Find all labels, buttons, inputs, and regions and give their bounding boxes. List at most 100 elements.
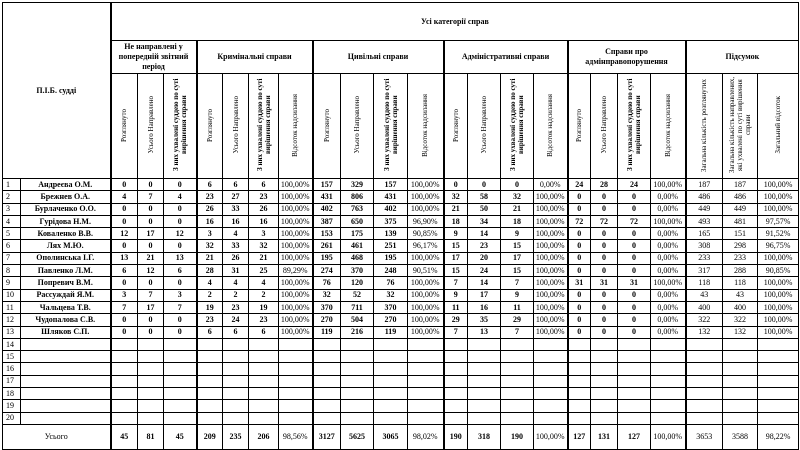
cell-sum-sent: 449: [722, 202, 759, 216]
cell-percent: 100,00%: [533, 288, 569, 302]
table-row: 8 Павленко Л.М. 6 12 6 28 31 25 89,29% 274 370 248 9…: [2, 264, 800, 278]
cell-of-them: 23: [248, 190, 280, 204]
cell-of-them: 16: [248, 214, 280, 229]
cell-total-sent: [340, 399, 375, 413]
cell-sum-sent: [722, 399, 759, 413]
cell-sum-percent: 90,85%: [757, 264, 800, 278]
cell-considered: [195, 350, 224, 364]
cell-considered: 0: [566, 325, 592, 339]
cell-total-sent: [222, 387, 250, 401]
cell-of-them: 25: [248, 264, 280, 278]
judge-name: Чальцева Т.В.: [19, 300, 112, 315]
cell-total-sent: 14: [467, 227, 502, 241]
judge-name: [19, 362, 112, 376]
cell-percent: 100,00%: [278, 227, 314, 241]
cell-of-them: 139: [373, 227, 409, 241]
cell-considered: 261: [311, 239, 342, 253]
cell-total-sent: 13: [467, 325, 502, 339]
cell-considered: 9: [442, 288, 469, 302]
cell-total-sent: 0: [590, 288, 619, 302]
cell-total-sent: 14: [467, 276, 502, 290]
cell-percent: [650, 387, 687, 401]
judge-name: Андреєва О.М.: [19, 177, 112, 192]
cell-of-them: 18: [500, 214, 535, 229]
cell-total-sent: 0: [590, 202, 619, 216]
judge-name: Попревич В.М.: [19, 276, 112, 290]
cell-sum-considered: 165: [684, 227, 724, 241]
cell-percent: 100,00%: [533, 313, 569, 327]
cell-total-sent: [467, 362, 502, 376]
cell-of-them: 0: [163, 202, 198, 216]
cell-total-sent: 216: [340, 325, 375, 339]
cell-percent: [407, 337, 445, 352]
total-considered: 127: [566, 423, 592, 450]
cell-percent: [650, 350, 687, 364]
cell-total-sent: 0: [590, 264, 619, 278]
cell-of-them: [373, 387, 409, 401]
cell-total-sent: [222, 362, 250, 376]
cell-considered: [442, 362, 469, 376]
cell-sum-percent: 100,00%: [757, 190, 800, 204]
cell-total-sent: [590, 399, 619, 413]
cell-percent: [278, 337, 314, 352]
column-header-sum-percent: Загальний відсоток: [757, 73, 800, 179]
cell-of-them: 32: [373, 288, 409, 302]
cell-of-them: [163, 337, 198, 352]
cell-percent: 0,00%: [533, 177, 569, 192]
table-row: 4 Гурідова Н.М. 0 0 0 16 16 16 100,00% 387 650 375 9…: [2, 214, 800, 229]
cell-of-them: 4: [163, 190, 198, 204]
column-header-label: Усього Направлено: [480, 96, 489, 154]
cell-considered: 7: [442, 325, 469, 339]
cell-of-them: 431: [373, 190, 409, 204]
column-header-label: Розглянуто: [120, 108, 129, 142]
cell-total-sent: 0: [137, 239, 165, 253]
cell-total-sent: [137, 399, 165, 413]
cell-considered: 18: [442, 214, 469, 229]
cell-considered: 7: [109, 300, 139, 315]
column-header-total-sent: Усього Направлено: [340, 73, 375, 179]
cell-percent: 0,00%: [650, 264, 687, 278]
cell-of-them: 0: [617, 239, 652, 253]
cell-percent: 100,00%: [533, 325, 569, 339]
cell-percent: 89,29%: [278, 264, 314, 278]
cell-percent: [533, 337, 569, 352]
cell-percent: [650, 411, 687, 425]
cell-considered: [442, 387, 469, 401]
cell-sum-sent: [722, 374, 759, 389]
cell-sum-considered: 233: [684, 251, 724, 266]
cell-sum-sent: 132: [722, 325, 759, 339]
cell-sum-considered: 187: [684, 177, 724, 192]
cell-considered: 274: [311, 264, 342, 278]
cell-percent: [533, 411, 569, 425]
cell-percent: 100,00%: [278, 239, 314, 253]
column-header-label: З них ухвалені суддею по суті вирішення …: [171, 78, 188, 172]
cell-total-sent: [590, 411, 619, 425]
cell-considered: 28: [195, 264, 224, 278]
cell-considered: 32: [195, 239, 224, 253]
cell-of-them: 3: [248, 227, 280, 241]
column-header-label: Усього Направлено: [600, 96, 609, 154]
cell-total-sent: 12: [137, 264, 165, 278]
cell-considered: 19: [195, 300, 224, 315]
summary-group-header: Підсумок: [684, 40, 800, 74]
cell-sum-percent: [757, 362, 800, 376]
column-header-total-sent: Усього Направлено: [222, 73, 250, 179]
cell-considered: 23: [195, 313, 224, 327]
row-number: 10: [2, 288, 21, 302]
cell-considered: 6: [195, 325, 224, 339]
table-row: 7 Ополинська І.Г. 13 21 13 21 26 21 100,00% 195 46…: [2, 251, 800, 266]
column-header-percent: Відсоток надсилання: [650, 73, 687, 179]
cell-considered: 0: [566, 251, 592, 266]
column-header-percent: Відсоток надсилання: [533, 73, 569, 179]
cell-considered: 76: [311, 276, 342, 290]
cell-total-sent: 0: [590, 300, 619, 315]
cell-total-sent: [467, 337, 502, 352]
table-row: 11 Чальцева Т.В. 7 17 7 19 23 19 100,00% 370 711 37…: [2, 300, 800, 315]
cell-considered: [195, 411, 224, 425]
cell-of-them: 270: [373, 313, 409, 327]
not-sent-group-header: Не направлені у попередній звітний періо…: [109, 40, 198, 74]
cell-percent: 0,00%: [650, 251, 687, 266]
cell-percent: 100,00%: [278, 288, 314, 302]
cell-sum-considered: 449: [684, 202, 724, 216]
cell-percent: [278, 374, 314, 389]
